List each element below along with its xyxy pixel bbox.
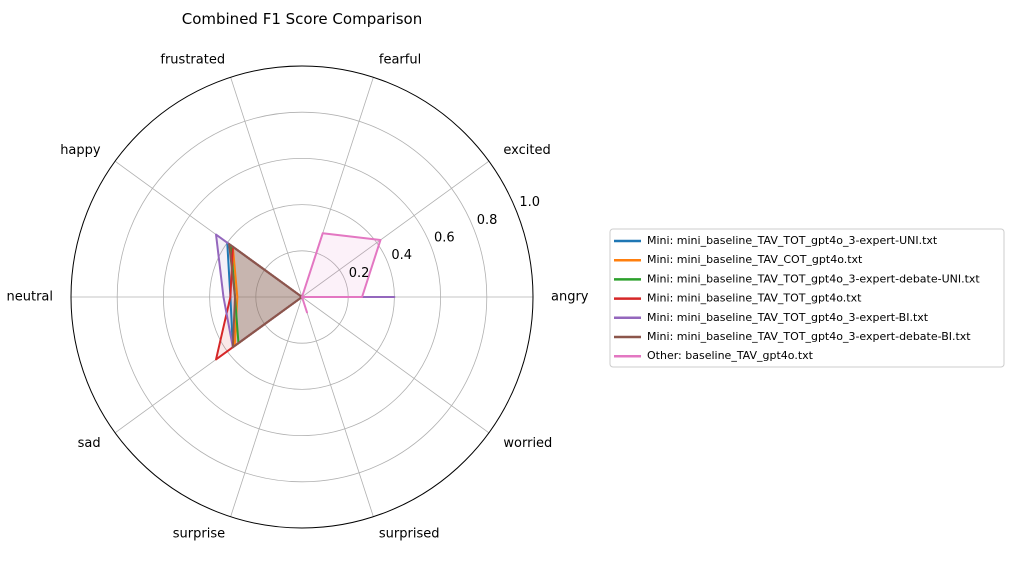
spoke-line [230,296,303,517]
legend-frame [609,228,1005,368]
series-layer [215,232,396,361]
category-label: surprised [379,526,440,541]
series-fill-6 [229,244,302,348]
legend-label-1: Mini: mini_baseline_TAV_TOT_gpt4o_3-expe… [647,234,938,247]
category-label: surprise [173,526,225,541]
r-tick-label: 0.4 [391,248,412,263]
category-label: worried [503,436,552,451]
category-label: excited [503,143,550,158]
legend-label-2: Mini: mini_baseline_TAV_COT_gpt4o.txt [647,253,863,266]
series-fill-5 [216,234,395,348]
spoke-line [301,296,490,434]
series-fill-2 [232,246,302,346]
legend-label-3: Mini: mini_baseline_TAV_TOT_gpt4o_3-expe… [647,272,980,285]
series-fill-3 [230,245,302,344]
legend-label-4: Mini: mini_baseline_TAV_TOT_gpt4o.txt [647,292,862,305]
r-tick-label: 0.8 [477,213,498,228]
r-tick-label: 1.0 [519,195,540,210]
category-label: happy [60,143,101,158]
category-label: neutral [7,290,54,305]
series-fill-7 [302,233,381,313]
r-tick-label: 0.2 [349,266,370,281]
spoke-line [301,160,490,298]
category-label: angry [551,290,589,305]
legend: Mini: mini_baseline_TAV_TOT_gpt4o_3-expe… [609,228,1005,368]
axis-labels: angry excited fearful frustrated happy neutra… [7,53,589,542]
series-fill-1 [227,242,302,348]
legend-label-6: Mini: mini_baseline_TAV_TOT_gpt4o_3-expe… [647,330,971,343]
spoke-line [301,296,374,517]
r-tick-label: 0.6 [434,231,455,246]
legend-label-7: Other: baseline_TAV_gpt4o.txt [647,349,814,362]
category-label: frustrated [160,53,225,68]
series-line-6 [228,243,303,349]
category-label: sad [78,436,101,451]
chart-title: Combined F1 Score Comparison [182,10,423,28]
polar-frame [70,65,534,529]
spoke-line [230,77,303,298]
series-line-7 [301,232,382,314]
polar-outline [70,65,534,529]
legend-label-5: Mini: mini_baseline_TAV_TOT_gpt4o_3-expe… [647,311,929,324]
category-label: fearful [379,53,421,68]
